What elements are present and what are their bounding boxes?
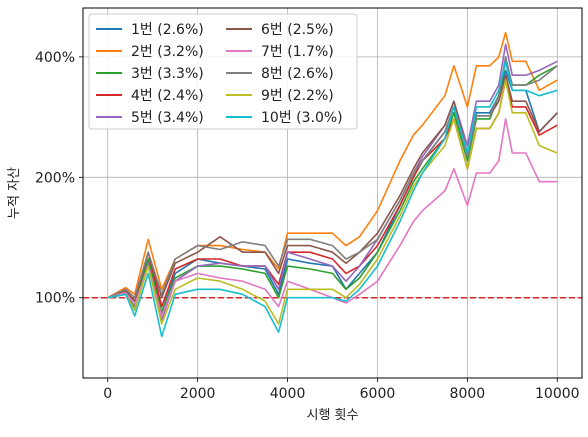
series-group xyxy=(107,31,558,338)
x-axis-label: 시행 횟수 xyxy=(307,407,359,423)
x-tick-label: 8000 xyxy=(450,386,486,402)
legend-label: 9번 (2.2%) xyxy=(261,88,334,104)
y-tick-label: 200% xyxy=(35,170,75,186)
series-line-8 xyxy=(107,56,558,299)
legend-label: 1번 (2.6%) xyxy=(131,22,204,38)
y-tick-label: 400% xyxy=(35,50,75,66)
x-tick-label: 10000 xyxy=(535,386,580,402)
x-tick-label: 6000 xyxy=(360,386,396,402)
legend-label: 7번 (1.7%) xyxy=(261,44,334,60)
legend-label: 6번 (2.5%) xyxy=(261,22,334,38)
series-line-10 xyxy=(107,60,558,338)
x-tick-label: 4000 xyxy=(270,386,306,402)
legend-label: 10번 (3.0%) xyxy=(261,110,343,126)
series-line-9 xyxy=(107,79,558,325)
x-tick-label: 2000 xyxy=(180,386,216,402)
legend-label: 4번 (2.4%) xyxy=(131,88,204,104)
legend: 1번 (2.6%) 2번 (3.2%) 3번 (3.3%) 4번 (2.4%) 5번 (… xyxy=(88,13,358,130)
y-axis: 100% 200% 400% xyxy=(35,50,83,307)
legend-label: 8번 (2.6%) xyxy=(261,66,334,82)
legend-box xyxy=(88,13,358,130)
legend-label: 2번 (3.2%) xyxy=(131,44,204,60)
series-line-7 xyxy=(107,118,558,317)
plot-frame xyxy=(82,7,583,379)
y-tick-label: 100% xyxy=(35,291,75,307)
y-axis-label: 누적 자산 xyxy=(7,167,22,219)
legend-label: 3번 (3.3%) xyxy=(131,66,204,82)
x-axis: 0 2000 4000 6000 8000 10000 xyxy=(103,378,580,402)
x-tick-label: 0 xyxy=(103,386,112,402)
legend-label: 5번 (3.4%) xyxy=(131,110,204,126)
